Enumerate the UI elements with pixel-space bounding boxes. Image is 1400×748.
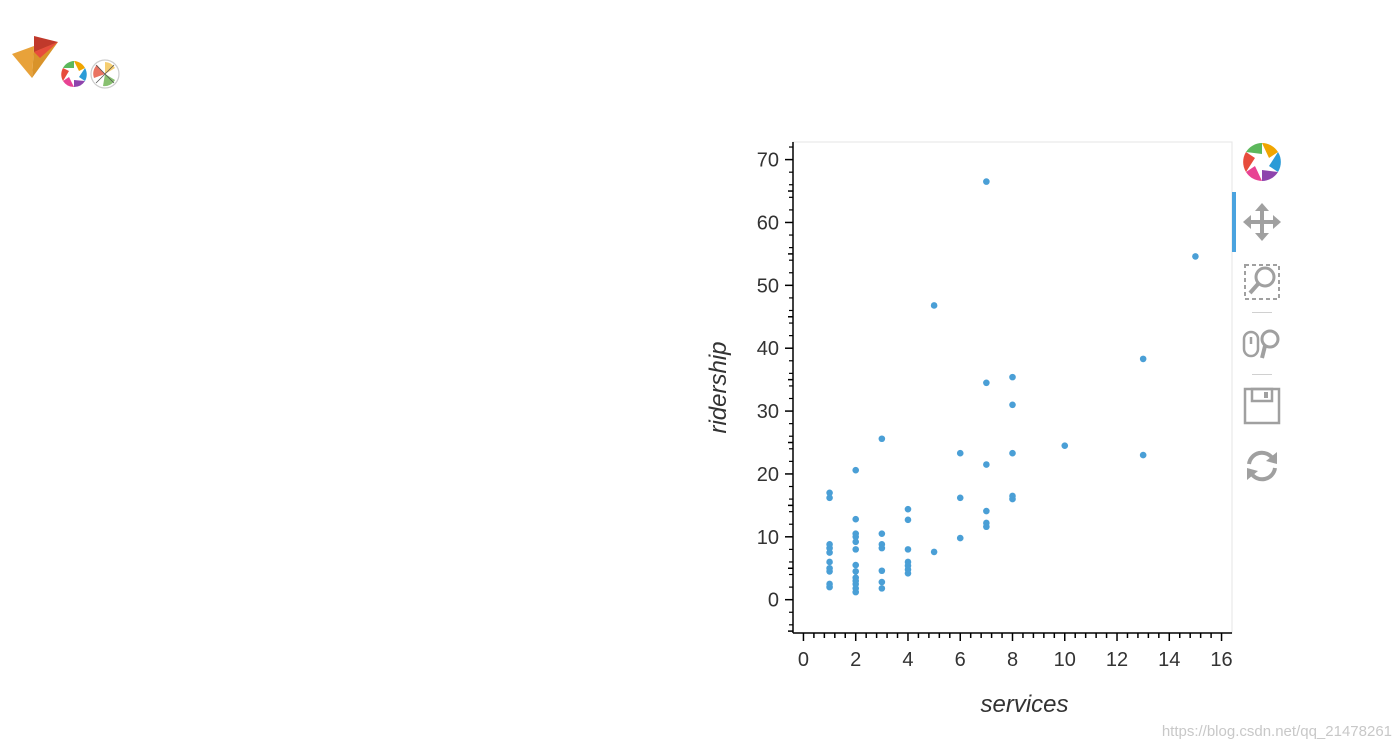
box-zoom-tool-icon[interactable]: [1242, 262, 1282, 302]
data-point: [852, 466, 860, 474]
x-tick-label: 14: [1158, 649, 1180, 671]
x-tick-label: 16: [1210, 649, 1232, 671]
data-point: [983, 507, 990, 515]
data-point: [1009, 449, 1016, 457]
x-tick-label: 4: [902, 649, 913, 671]
data-point: [826, 580, 833, 588]
plot-toolbar: [1232, 140, 1292, 500]
y-tick-label: 0: [768, 590, 779, 612]
data-point: [826, 541, 833, 548]
bokeh-small-logo-icon: [61, 61, 87, 88]
data-point: [826, 558, 833, 566]
y-tick-label: 30: [757, 401, 779, 423]
wheel-zoom-tool-icon[interactable]: [1242, 324, 1282, 364]
x-tick-label: 12: [1106, 649, 1128, 671]
data-point: [1192, 253, 1199, 260]
data-point: [956, 534, 964, 542]
vega-logo-icon: [12, 36, 58, 78]
y-axis: 0 10 20 30 40 50 60 70: [757, 142, 794, 633]
data-point: [1009, 401, 1016, 409]
bokeh-logo-icon[interactable]: [1242, 142, 1282, 182]
data-point: [904, 558, 912, 566]
y-axis-label: ridership: [705, 341, 732, 433]
x-tick-label: 2: [850, 649, 861, 671]
data-point: [1009, 492, 1016, 500]
data-point: [930, 548, 938, 556]
data-point: [878, 578, 886, 586]
save-tool-icon[interactable]: [1242, 386, 1282, 426]
data-points: [826, 178, 1199, 596]
toolbar-divider: [1252, 312, 1272, 313]
data-point: [852, 568, 860, 575]
plot-frame: [792, 141, 1233, 634]
data-point: [983, 519, 990, 527]
data-point: [852, 561, 860, 569]
data-point: [878, 435, 886, 443]
data-point: [852, 546, 860, 553]
data-point: [826, 494, 833, 502]
pie-logo-icon: [90, 59, 120, 89]
data-point: [852, 530, 860, 537]
data-point: [826, 489, 833, 497]
data-point: [1009, 373, 1016, 381]
data-point: [983, 178, 990, 185]
x-axis-label: services: [980, 691, 1068, 718]
data-point: [904, 516, 912, 524]
data-point: [904, 505, 912, 513]
data-point: [904, 546, 912, 553]
active-tool-indicator: [1232, 192, 1236, 252]
y-tick-label: 20: [757, 464, 779, 486]
data-point: [983, 461, 990, 468]
x-axis: 0 2 4 6 8 10 12 14 16: [793, 632, 1233, 671]
data-point: [852, 515, 860, 523]
y-tick-label: 70: [757, 150, 779, 172]
data-point: [956, 494, 964, 502]
data-point: [956, 449, 964, 457]
scatter-plot-canvas[interactable]: 0 2 4 6 8 10 12 14 16 0 10 20 30 40 50 60 70 services r…: [690, 130, 1250, 730]
x-tick-label: 6: [955, 649, 966, 671]
x-tick-label: 10: [1054, 649, 1076, 671]
data-point: [878, 530, 886, 537]
data-point: [1139, 355, 1147, 363]
y-tick-label: 50: [757, 275, 779, 297]
data-point: [878, 567, 886, 575]
data-point: [852, 574, 860, 581]
y-tick-label: 40: [757, 338, 779, 360]
y-tick-label: 60: [757, 212, 779, 234]
x-tick-label: 8: [1007, 649, 1018, 671]
watermark-text: https://blog.csdn.net/qq_21478261: [1161, 723, 1392, 740]
app-logos: [10, 32, 125, 94]
y-tick-label: 10: [757, 527, 779, 549]
scatter-plot[interactable]: 0 2 4 6 8 10 12 14 16 0 10 20 30 40 50 60 70 services r…: [690, 130, 1250, 730]
data-point: [983, 379, 990, 387]
data-point: [852, 538, 860, 546]
data-point: [878, 585, 886, 592]
data-point: [878, 541, 886, 548]
toolbar-divider: [1252, 374, 1272, 375]
pan-tool-icon[interactable]: [1242, 202, 1282, 242]
data-point: [826, 564, 833, 572]
reset-tool-icon[interactable]: [1242, 446, 1282, 486]
data-point: [930, 302, 938, 309]
data-point: [1061, 442, 1069, 449]
data-point: [1139, 451, 1147, 459]
x-tick-label: 0: [798, 649, 809, 671]
